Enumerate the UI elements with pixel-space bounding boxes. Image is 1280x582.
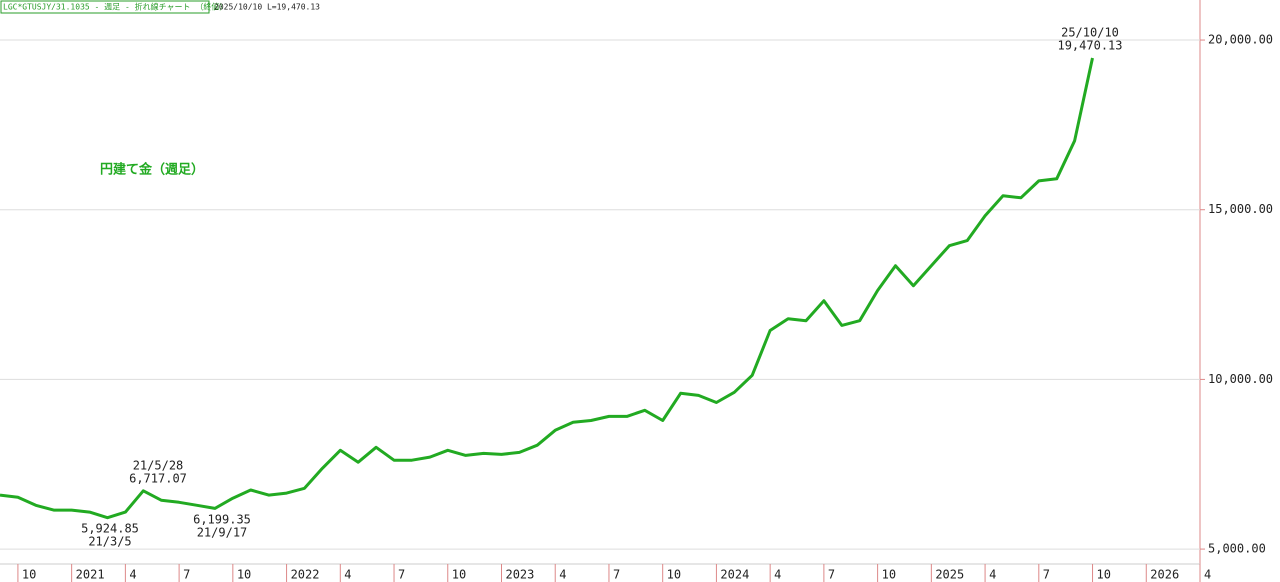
x-tick-label: 10 xyxy=(882,568,896,582)
x-tick-label: 10 xyxy=(452,568,466,582)
x-tick-label: 10 xyxy=(1097,568,1111,582)
line xyxy=(0,57,1094,520)
annotation: 21/9/17 xyxy=(197,526,248,540)
x-tick-label: 4 xyxy=(989,568,996,582)
x-tick-label: 7 xyxy=(613,568,620,582)
x-tick-label: 4 xyxy=(344,568,351,582)
x-tick-label: 2021 xyxy=(76,568,105,582)
annotation: 5,924.85 xyxy=(81,522,139,536)
annotation: 21/3/5 xyxy=(88,535,131,549)
x-tick-label: 2026 xyxy=(1150,568,1179,582)
x-tick-label: 10 xyxy=(22,568,36,582)
y-tick-label: 20,000.00 xyxy=(1208,33,1273,47)
series-label: 円建て金（週足） xyxy=(100,162,204,178)
y-tick-label: 15,000.00 xyxy=(1208,202,1273,216)
x-tick-label: 10 xyxy=(237,568,251,582)
x-tick-label: 2024 xyxy=(720,568,749,582)
x-tick-label: 7 xyxy=(828,568,835,582)
x-tick-label: 7 xyxy=(183,568,190,582)
x-tick-label: 4 xyxy=(559,568,566,582)
x-tick-label: 2023 xyxy=(505,568,534,582)
header-info: 2025/10/10 L=19,470.13 xyxy=(214,3,320,12)
y-tick-label: 10,000.00 xyxy=(1208,372,1273,386)
x-tick-label: 7 xyxy=(1043,568,1050,582)
annotation: 21/5/28 xyxy=(133,459,184,473)
x-tick-label: 10 xyxy=(667,568,681,582)
header-box xyxy=(0,0,210,14)
header: LGC*GTUSJY/31.1035 - 週足 - 折れ線チャート （終値） xyxy=(3,2,227,12)
x-tick-label: 2025 xyxy=(935,568,964,582)
x-tick-label: 4 xyxy=(129,568,136,582)
annotation: 6,717.07 xyxy=(129,472,187,486)
x-tick-label: 7 xyxy=(398,568,405,582)
x-tick-label: 2022 xyxy=(291,568,320,582)
annotation: 6,199.35 xyxy=(193,513,251,527)
annotation: 25/10/10 xyxy=(1061,26,1119,40)
annotation: 19,470.13 xyxy=(1057,39,1122,53)
x-tick-label: 4 xyxy=(774,568,781,582)
y-tick-label: 5,000.00 xyxy=(1208,542,1266,556)
x-tick-label: 4 xyxy=(1204,568,1211,582)
